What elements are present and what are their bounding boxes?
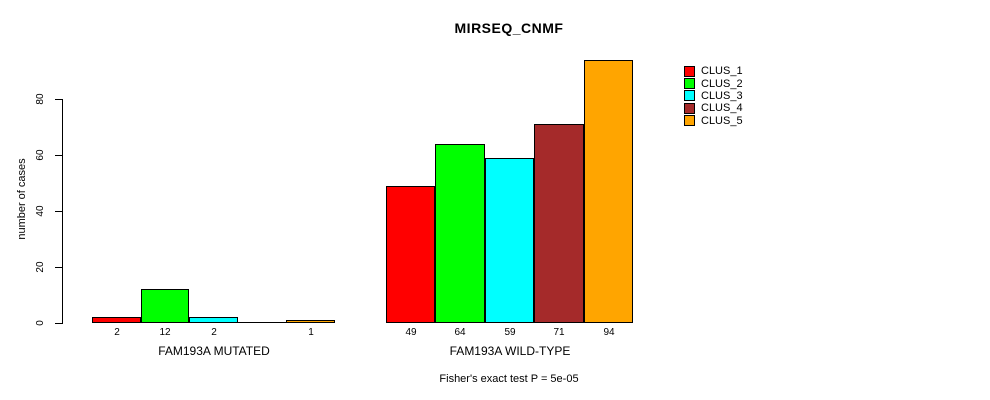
legend-item-label: CLUS_3 [701, 89, 743, 102]
legend-swatch [684, 90, 695, 102]
bar-clus_3 [189, 317, 238, 323]
bar-value-label: 2 [114, 327, 120, 338]
y-axis-line [62, 99, 63, 324]
bar-value-label: 59 [504, 327, 516, 338]
bar-clus_4-zero [238, 322, 286, 323]
bar-clus_1 [386, 186, 435, 323]
bar-value-label: 2 [211, 327, 217, 338]
y-axis-tick [55, 267, 62, 268]
annotation-text: Fisher's exact test P = 5e-05 [439, 373, 579, 385]
bar-clus_4 [534, 124, 584, 323]
group-label: FAM193A WILD-TYPE [449, 344, 571, 358]
group-label: FAM193A MUTATED [158, 344, 270, 358]
bar-clus_2 [141, 289, 189, 323]
legend-item: CLUS_2 [684, 77, 743, 90]
legend-item-label: CLUS_2 [701, 77, 743, 90]
legend-item-label: CLUS_4 [701, 102, 743, 115]
legend-swatch [684, 102, 695, 114]
bar-value-label: 64 [454, 327, 466, 338]
legend-item: CLUS_3 [684, 90, 743, 102]
legend-item: CLUS_5 [684, 115, 743, 127]
legend: CLUS_1 CLUS_2 CLUS_3 CLUS_4 CLUS_5 [684, 65, 743, 127]
y-axis-tick [55, 211, 62, 212]
y-axis-tick [55, 155, 62, 156]
legend-swatch [684, 115, 695, 127]
legend-item: CLUS_1 [684, 65, 743, 77]
y-axis-tick-label: 40 [35, 205, 46, 217]
legend-swatch [684, 78, 695, 90]
chart-title: MIRSEQ_CNMF [454, 20, 564, 36]
y-axis-tick [55, 323, 62, 324]
bar-clus_5 [584, 60, 633, 323]
bar-value-label: 49 [405, 327, 417, 338]
y-axis-tick-label: 60 [35, 149, 46, 161]
bar-value-label: 12 [159, 327, 171, 338]
bar-value-label: 94 [603, 327, 615, 338]
y-axis-tick-label: 80 [35, 93, 46, 105]
legend-item-label: CLUS_1 [701, 65, 743, 78]
bar-value-label: 71 [553, 327, 565, 338]
legend-item: CLUS_4 [684, 102, 743, 114]
legend-item-label: CLUS_5 [701, 114, 743, 127]
y-axis-tick [55, 99, 62, 100]
legend-swatch [684, 65, 695, 77]
bar-value-label: 1 [308, 327, 314, 338]
y-axis-label: number of cases [16, 158, 28, 240]
bar-clus_3 [485, 158, 534, 323]
y-axis-tick-label: 0 [35, 320, 46, 326]
y-axis-tick-label: 20 [35, 261, 46, 273]
bar-clus_5 [286, 320, 335, 323]
bar-clus_1 [92, 317, 141, 323]
bar-clus_2 [435, 144, 485, 323]
